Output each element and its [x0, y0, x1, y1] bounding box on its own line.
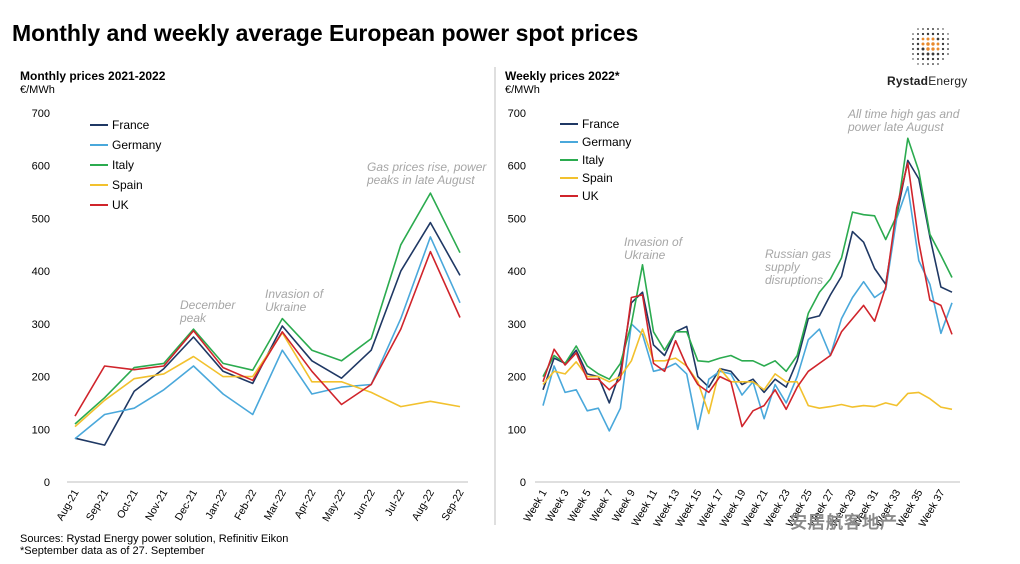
monthly-chart: Monthly prices 2021-2022€/MWh 0 100 200 300 4…	[20, 69, 487, 524]
weekly-legend-label-spain: Spain	[582, 171, 613, 185]
monthly-chart-title: Monthly prices 2021-2022	[20, 69, 166, 83]
weekly-ytick-label: 600	[508, 161, 526, 173]
weekly-ytick-label: 400	[508, 266, 526, 278]
weekly-ytick-label: 0	[520, 477, 526, 489]
monthly-ytick-label: 200	[32, 372, 50, 384]
monthly-legend-label-italy: Italy	[112, 158, 134, 172]
monthly-legend-label-uk: UK	[112, 198, 129, 212]
monthly-xtick-label: Feb-22	[232, 487, 259, 522]
monthly-xtick-label: Sep-22	[439, 487, 466, 522]
monthly-ytick-label: 500	[32, 213, 50, 225]
monthly-legend-label-spain: Spain	[112, 178, 143, 192]
weekly-ytick-label: 100	[508, 424, 526, 436]
monthly-xtick-label: Mar-22	[262, 487, 289, 522]
brand-name-rest: Energy	[928, 74, 968, 88]
weekly-legend-label-france: France	[582, 117, 620, 131]
monthly-annotation: Gas prices rise, power	[367, 160, 487, 174]
monthly-annotation: December	[180, 298, 236, 312]
weekly-annotation: Invasion of	[624, 235, 684, 249]
weekly-legend-label-germany: Germany	[582, 135, 631, 149]
monthly-ytick-label: 600	[32, 161, 50, 173]
monthly-annotation: Invasion of	[265, 287, 325, 301]
weekly-series-italy	[542, 137, 953, 381]
monthly-legend-label-germany: Germany	[112, 138, 161, 152]
brand-name-bold: Rystad	[887, 74, 929, 88]
monthly-xtick-label: Jul-22	[383, 487, 408, 518]
weekly-ytick-label: 200	[508, 372, 526, 384]
weekly-series-france	[542, 159, 953, 404]
weekly-ytick-label: 300	[508, 319, 526, 331]
brand-name: RystadEnergy	[887, 74, 967, 88]
monthly-xtick-label: Apr-22	[292, 487, 318, 520]
weekly-annotation: supply	[765, 260, 801, 274]
footer: Sources: Rystad Energy power solution, R…	[20, 533, 288, 557]
footer-note: *September data as of 27. September	[20, 545, 205, 557]
rystad-logo-icon	[912, 28, 949, 65]
monthly-legend-label-france: France	[112, 118, 150, 132]
monthly-xtick-label: Jan-22	[203, 487, 230, 521]
monthly-xtick-label: Nov-21	[143, 487, 170, 522]
monthly-series-germany	[74, 236, 461, 440]
monthly-annotation: Ukraine	[265, 300, 307, 314]
monthly-xtick-label: Aug-22	[410, 487, 437, 522]
watermark: 安居航客地产	[790, 513, 898, 532]
page-title: Monthly and weekly average European powe…	[12, 20, 639, 46]
weekly-series-spain	[542, 328, 953, 415]
monthly-xtick-label: May-22	[320, 487, 348, 523]
weekly-annotation: power late August	[847, 120, 944, 134]
monthly-xtick-label: Oct-21	[115, 487, 141, 520]
weekly-annotation: Ukraine	[624, 248, 666, 262]
weekly-series-uk	[542, 162, 953, 428]
monthly-xtick-label: Aug-21	[54, 487, 81, 522]
weekly-annotation: Russian gas	[765, 247, 831, 261]
monthly-annotation: peaks in late August	[366, 173, 475, 187]
weekly-chart-title: Weekly prices 2022*	[505, 69, 620, 83]
monthly-series-italy	[74, 192, 461, 425]
monthly-ytick-label: 100	[32, 424, 50, 436]
monthly-xtick-label: Sep-21	[84, 487, 111, 522]
monthly-unit-label: €/MWh	[20, 84, 55, 96]
monthly-annotation: peak	[179, 311, 207, 325]
monthly-xtick-label: Jun-22	[351, 487, 378, 521]
monthly-ytick-label: 300	[32, 319, 50, 331]
monthly-ytick-label: 700	[32, 108, 50, 120]
monthly-ytick-label: 0	[44, 477, 50, 489]
weekly-chart: Weekly prices 2022*€/MWh 0 100 200 300 400 500…	[505, 69, 960, 529]
weekly-ytick-label: 500	[508, 213, 526, 225]
monthly-series-france	[74, 221, 461, 446]
monthly-series-spain	[74, 331, 461, 428]
monthly-ytick-label: 400	[32, 266, 50, 278]
weekly-legend-label-uk: UK	[582, 189, 599, 203]
weekly-unit-label: €/MWh	[505, 84, 540, 96]
weekly-series-germany	[542, 186, 953, 432]
weekly-ytick-label: 700	[508, 108, 526, 120]
weekly-annotation: disruptions	[765, 273, 823, 287]
monthly-series-uk	[74, 250, 461, 417]
monthly-xtick-label: Dec-21	[173, 487, 200, 522]
weekly-annotation: All time high gas and	[847, 107, 960, 121]
weekly-legend-label-italy: Italy	[582, 153, 604, 167]
footer-sources: Sources: Rystad Energy power solution, R…	[20, 533, 289, 545]
